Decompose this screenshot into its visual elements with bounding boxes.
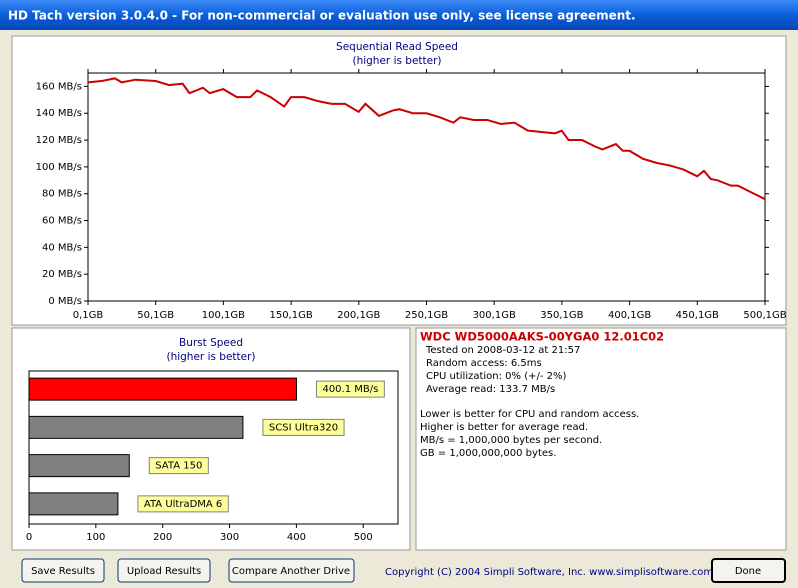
note-line: Higher is better for average read.: [420, 422, 588, 433]
button-label[interactable]: Save Results: [31, 566, 95, 577]
chart-title: Burst Speed: [179, 337, 243, 349]
bar-label: SCSI Ultra320: [269, 422, 338, 433]
y-tick-label: 120 MB/s: [36, 135, 82, 146]
info-line: CPU utilization: 0% (+/- 2%): [426, 371, 567, 382]
button[interactable]: [117, 558, 211, 583]
info-line: Average read: 133.7 MB/s: [426, 384, 555, 395]
y-tick-label: 100 MB/s: [36, 162, 82, 173]
bar-label: 400.1 MB/s: [322, 384, 378, 395]
label-box: [137, 495, 229, 513]
button-label[interactable]: Upload Results: [127, 566, 201, 577]
x-tick-label: 500: [354, 532, 373, 543]
x-tick-label: 100,1GB: [202, 310, 245, 321]
bar: [28, 415, 244, 439]
note-line: GB = 1,000,000,000 bytes.: [420, 448, 556, 459]
label-box: [148, 457, 209, 475]
button[interactable]: [228, 558, 355, 583]
x-tick-label: 450,1GB: [676, 310, 719, 321]
x-tick-label: 50,1GB: [137, 310, 174, 321]
x-tick-label: 500,1GB: [743, 310, 786, 321]
info-line: Random access: 6.5ms: [426, 358, 542, 369]
bar: [28, 454, 130, 478]
buttons: Save Results Upload Results Compare Anot…: [21, 558, 786, 583]
bar: [28, 492, 119, 516]
x-tick-label: 300,1GB: [473, 310, 516, 321]
x-tick-label: 100: [86, 532, 105, 543]
bar-label: ATA UltraDMA 6: [144, 499, 222, 510]
x-tick-label: 250,1GB: [405, 310, 448, 321]
bar-label: SATA 150: [155, 461, 202, 472]
plot-area: [87, 72, 766, 302]
label-box: [315, 380, 385, 398]
chart-subtitle: (higher is better): [352, 55, 441, 67]
x-tick-label: 350,1GB: [540, 310, 583, 321]
read-line: [87, 77, 766, 200]
copyright: Copyright (C) 2004 Simpli Software, Inc.…: [385, 567, 713, 578]
button-label[interactable]: Done: [735, 566, 761, 577]
note-line: Lower is better for CPU and random acces…: [420, 409, 639, 420]
y-tick-label: 80 MB/s: [42, 189, 82, 200]
y-tick-label: 40 MB/s: [42, 242, 82, 253]
x-tick-label: 200,1GB: [337, 310, 380, 321]
y-tick-label: 60 MB/s: [42, 216, 82, 227]
bar: [28, 377, 297, 401]
button[interactable]: [21, 558, 105, 583]
x-tick-label: 200: [153, 532, 172, 543]
window-title: HD Tach version 3.0.4.0 - For non-commer…: [8, 9, 636, 23]
info-line: Tested on 2008-03-12 at 21:57: [425, 345, 580, 356]
x-tick-label: 0: [26, 532, 32, 543]
x-tick-label: 400,1GB: [608, 310, 651, 321]
info-panel: [415, 327, 787, 551]
y-tick-label: 0 MB/s: [48, 296, 82, 307]
button-label[interactable]: Compare Another Drive: [232, 566, 350, 577]
note-line: MB/s = 1,000,000 bytes per second.: [420, 435, 602, 446]
x-tick-label: 0,1GB: [73, 310, 104, 321]
x-tick-label: 150,1GB: [269, 310, 312, 321]
y-tick-label: 20 MB/s: [42, 269, 82, 280]
button[interactable]: [711, 558, 786, 583]
label-box: [262, 418, 345, 436]
title-bar: [0, 0, 798, 30]
chart-subtitle: (higher is better): [166, 351, 255, 363]
y-tick-label: 140 MB/s: [36, 108, 82, 119]
chart-title: Sequential Read Speed: [336, 41, 458, 53]
x-tick-label: 300: [220, 532, 239, 543]
x-tick-label: 400: [287, 532, 306, 543]
y-tick-label: 160 MB/s: [36, 81, 82, 92]
drive-name: WDC WD5000AAKS-00YGA0 12.01C02: [420, 330, 664, 344]
